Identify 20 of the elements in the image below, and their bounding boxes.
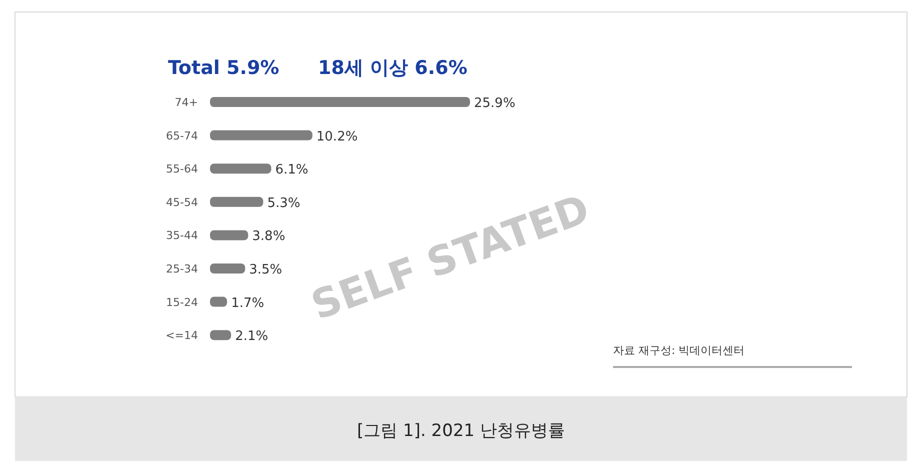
text: Total 5.9% <box>168 57 280 79</box>
data-label: 25.9% <box>474 96 516 111</box>
data-label: 2.1% <box>235 329 268 344</box>
title: [그림 1]. 2021 난청유병률 <box>357 421 565 441</box>
y-tick-label: 55-64 <box>166 162 198 176</box>
data-label: 3.8% <box>252 229 286 244</box>
text: 18세 이상 6.6% <box>318 57 468 79</box>
text: 자료 재구성: 빅데이터센터 <box>613 344 745 357</box>
y-tick-label: 25-34 <box>166 262 198 276</box>
data-label: 6.1% <box>275 162 308 178</box>
y-tick-label: <=14 <box>166 329 198 342</box>
y-tick-label: 35-44 <box>166 229 198 242</box>
data-label: 10.2% <box>316 129 358 144</box>
data-label: 5.3% <box>267 196 300 211</box>
y-tick-label: 45-54 <box>166 196 198 209</box>
y-tick-label: 65-74 <box>166 129 198 142</box>
data-label: 1.7% <box>231 296 264 311</box>
data-label: 3.5% <box>249 262 282 278</box>
y-tick-label: 15-24 <box>166 296 198 309</box>
y-tick-label: 74+ <box>174 96 198 109</box>
